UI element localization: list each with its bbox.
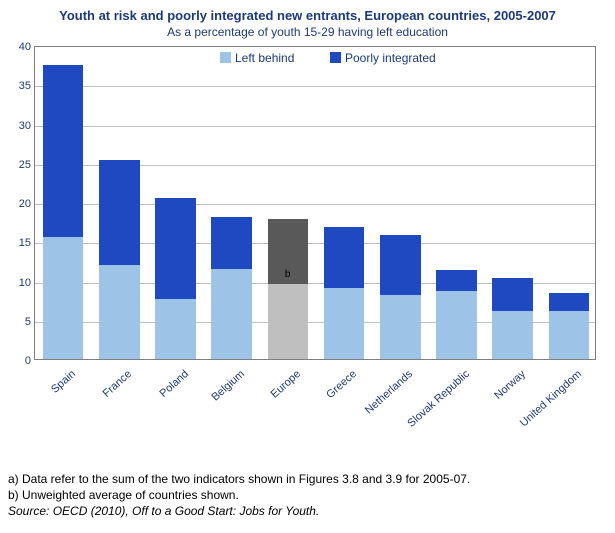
bar-segment — [324, 227, 364, 287]
bar-segment — [43, 65, 83, 238]
bar-segment — [211, 217, 251, 269]
y-tick: 5 — [25, 316, 35, 328]
bar-france — [99, 47, 139, 359]
bar-netherlands — [380, 47, 420, 359]
bar-segment — [43, 237, 83, 359]
legend-swatch — [220, 52, 231, 63]
bar-belgium — [211, 47, 251, 359]
bar-united-kingdom — [549, 47, 589, 359]
legend-item: Left behind — [220, 50, 294, 65]
x-label: Netherlands — [363, 368, 415, 417]
bar-segment — [492, 278, 532, 311]
y-tick: 10 — [19, 277, 35, 289]
bar-segment — [492, 311, 532, 359]
footnote-source: Source: OECD (2010), Off to a Good Start… — [8, 504, 319, 518]
bar-segment — [380, 295, 420, 359]
x-label: Spain — [49, 368, 78, 396]
legend-label: Poorly integrated — [345, 51, 436, 65]
bar-slovak-republic — [436, 47, 476, 359]
bar-segment — [155, 299, 195, 359]
legend-swatch — [330, 52, 341, 63]
bar-greece — [324, 47, 364, 359]
bar-segment — [99, 265, 139, 359]
bar-segment — [549, 293, 589, 311]
bar-segment — [99, 160, 139, 264]
bar-segment — [324, 288, 364, 359]
bar-segment — [549, 311, 589, 359]
y-tick: 30 — [19, 120, 35, 132]
x-label: Europe — [269, 368, 303, 401]
x-label: Greece — [324, 368, 359, 401]
x-label: Norway — [492, 368, 528, 402]
chart-subtitle: As a percentage of youth 15-29 having le… — [10, 25, 605, 39]
bar-europe — [268, 47, 308, 359]
chart-title: Youth at risk and poorly integrated new … — [10, 8, 605, 23]
footnote-a: a) Data refer to the sum of the two indi… — [8, 472, 470, 486]
bar-segment — [436, 291, 476, 359]
bar-poland — [155, 47, 195, 359]
x-label: Belgium — [209, 368, 247, 404]
plot-area: 0510152025303540b — [34, 46, 596, 360]
x-label: France — [101, 368, 134, 400]
x-label: Slovak Republic — [405, 368, 472, 430]
x-label: Poland — [157, 368, 190, 400]
bar-spain — [43, 47, 83, 359]
bar-segment — [436, 270, 476, 291]
bar-norway — [492, 47, 532, 359]
y-tick: 20 — [19, 198, 35, 210]
bar-segment — [155, 198, 195, 298]
y-tick: 40 — [19, 41, 35, 53]
footnote-b: b) Unweighted average of countries shown… — [8, 488, 239, 502]
legend-label: Left behind — [235, 51, 294, 65]
legend-item: Poorly integrated — [330, 50, 436, 65]
europe-annotation: b — [285, 269, 291, 280]
y-tick: 25 — [19, 159, 35, 171]
y-tick: 35 — [19, 80, 35, 92]
y-tick: 0 — [25, 355, 35, 367]
y-tick: 15 — [19, 237, 35, 249]
bar-segment — [380, 235, 420, 295]
bar-segment — [268, 284, 308, 359]
bar-segment — [211, 269, 251, 359]
